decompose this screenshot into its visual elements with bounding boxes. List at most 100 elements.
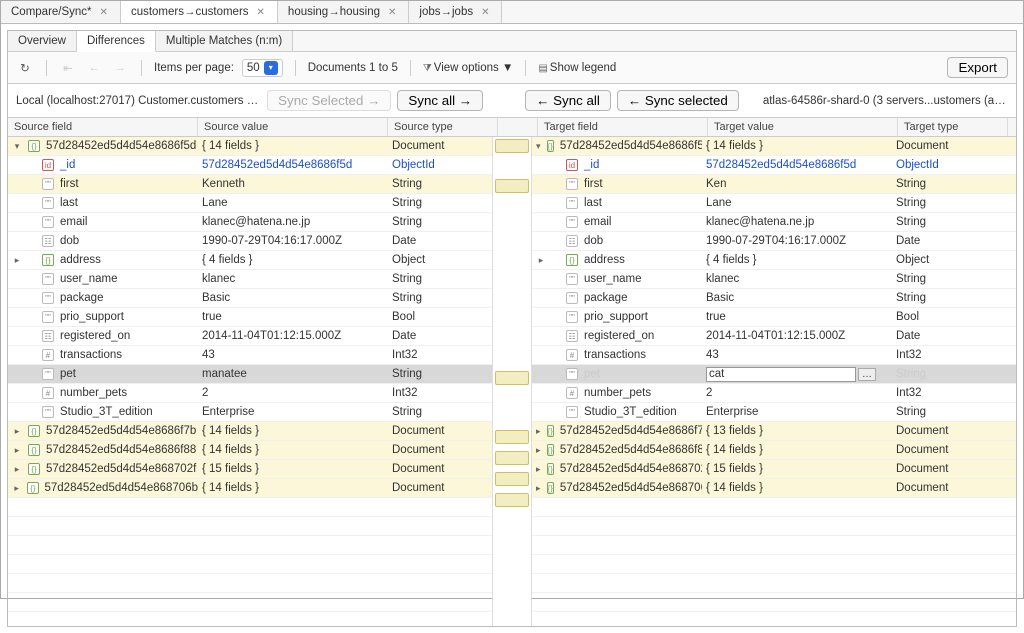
header-target-type[interactable]: Target type — [898, 118, 1008, 136]
table-row[interactable]: ""Studio_3T_editionEnterpriseString — [8, 403, 492, 422]
header-source-field[interactable]: Source field — [8, 118, 198, 136]
close-icon[interactable]: ✕ — [98, 7, 110, 18]
gutter-row — [493, 179, 531, 198]
table-row[interactable]: ☷registered_on2014-11-04T01:12:15.000ZDa… — [532, 327, 1016, 346]
table-row[interactable]: ""petmanateeString — [8, 365, 492, 384]
expand-icon[interactable]: ▾ — [536, 141, 541, 152]
source-pane[interactable]: ▾{}57d28452ed5d4d54e8686f5d{ 14 fields }… — [8, 137, 492, 626]
table-row[interactable]: ""firstKenString — [532, 175, 1016, 194]
table-row[interactable]: ▸{}57d28452ed5d4d54e868706b{ 14 fields }… — [8, 479, 492, 498]
table-row[interactable]: ☷dob1990-07-29T04:16:17.000ZDate — [8, 232, 492, 251]
header-target-field[interactable]: Target field — [538, 118, 708, 136]
table-row[interactable]: ""prio_supporttrueBool — [8, 308, 492, 327]
view-options-button[interactable]: ⧩View options ▼ — [423, 62, 514, 74]
table-row[interactable]: ☷registered_on2014-11-04T01:12:15.000ZDa… — [8, 327, 492, 346]
next-page-icon[interactable]: → — [111, 62, 129, 74]
inner-tab[interactable]: Overview — [8, 31, 77, 51]
gutter-row — [493, 588, 531, 607]
sync-all-right-button[interactable]: Sync all → — [397, 90, 483, 111]
expand-icon[interactable]: ▸ — [12, 464, 22, 475]
expand-icon[interactable]: ▸ — [536, 483, 541, 494]
diff-marker[interactable] — [495, 139, 529, 153]
inner-tab[interactable]: Differences — [77, 31, 156, 52]
expand-icon[interactable]: ▸ — [12, 255, 22, 266]
expand-icon[interactable]: ▾ — [12, 141, 22, 152]
table-row[interactable]: ▸{}57d28452ed5d4d54e868706b{ 14 fields }… — [532, 479, 1016, 498]
show-legend-button[interactable]: ▤Show legend — [538, 62, 616, 74]
table-row[interactable]: #transactions43Int32 — [8, 346, 492, 365]
expand-icon[interactable]: ▸ — [12, 445, 22, 456]
table-row[interactable]: ""prio_supporttrueBool — [532, 308, 1016, 327]
table-row[interactable]: ▾{}57d28452ed5d4d54e8686f5d{ 14 fields }… — [532, 137, 1016, 156]
table-row[interactable]: #transactions43Int32 — [532, 346, 1016, 365]
table-row[interactable]: ""packageBasicString — [8, 289, 492, 308]
sync-selected-left-button[interactable]: ← Sync selected — [617, 90, 739, 111]
header-source-type[interactable]: Source type — [388, 118, 498, 136]
diff-marker[interactable] — [495, 430, 529, 444]
diff-marker[interactable] — [495, 451, 529, 465]
diff-marker[interactable] — [495, 493, 529, 507]
table-row[interactable]: ▾{}57d28452ed5d4d54e8686f5d{ 14 fields }… — [8, 137, 492, 156]
header-target-value[interactable]: Target value — [708, 118, 898, 136]
field-name: Studio_3T_edition — [584, 406, 677, 418]
expand-icon[interactable]: ▸ — [536, 445, 541, 456]
expand-icon[interactable]: ▸ — [536, 464, 541, 475]
close-icon[interactable]: ✕ — [255, 7, 267, 18]
expand-icon[interactable]: ▸ — [12, 483, 21, 494]
items-per-page-select[interactable]: 50 ▾ — [242, 59, 283, 77]
empty-row — [8, 517, 492, 536]
table-row[interactable]: #number_pets2Int32 — [532, 384, 1016, 403]
table-row[interactable]: ""user_nameklanecString — [532, 270, 1016, 289]
field-value: Ken — [702, 178, 892, 190]
main-tab[interactable]: customers→customers✕ — [121, 1, 278, 23]
obj-type-icon: {} — [28, 444, 40, 456]
table-row[interactable]: ""Studio_3T_editionEnterpriseString — [532, 403, 1016, 422]
table-row[interactable]: ""emailklanec@hatena.ne.jpString — [8, 213, 492, 232]
expand-icon[interactable]: ▸ — [536, 426, 541, 437]
export-button[interactable]: Export — [947, 57, 1008, 78]
sync-selected-right-button[interactable]: Sync Selected → — [267, 90, 391, 111]
table-row[interactable]: ▸{}57d28452ed5d4d54e8686f7b{ 13 fields }… — [532, 422, 1016, 441]
main-tab[interactable]: Compare/Sync*✕ — [1, 1, 121, 23]
target-pane[interactable]: ▾{}57d28452ed5d4d54e8686f5d{ 14 fields }… — [532, 137, 1016, 626]
field-name: 57d28452ed5d4d54e8686f7b — [46, 425, 196, 437]
table-row[interactable]: ""emailklanec@hatena.ne.jpString — [532, 213, 1016, 232]
table-row[interactable]: ""petcat…String — [532, 365, 1016, 384]
value-edit-input[interactable]: cat — [706, 367, 856, 382]
close-icon[interactable]: ✕ — [386, 7, 398, 18]
prev-page-icon[interactable]: ← — [85, 62, 103, 74]
table-row[interactable]: ▸{}57d28452ed5d4d54e8686f88{ 14 fields }… — [8, 441, 492, 460]
table-row[interactable]: #number_pets2Int32 — [8, 384, 492, 403]
docs-range: Documents 1 to 5 — [308, 62, 398, 74]
table-row[interactable]: ""lastLaneString — [8, 194, 492, 213]
table-row[interactable]: ▸{}address{ 4 fields }Object — [8, 251, 492, 270]
table-row[interactable]: ""lastLaneString — [532, 194, 1016, 213]
table-row[interactable]: ""packageBasicString — [532, 289, 1016, 308]
close-icon[interactable]: ✕ — [479, 7, 491, 18]
expand-icon[interactable]: ▸ — [536, 255, 546, 266]
table-row[interactable]: ▸{}address{ 4 fields }Object — [532, 251, 1016, 270]
table-row[interactable]: ▸{}57d28452ed5d4d54e8686f7b{ 14 fields }… — [8, 422, 492, 441]
refresh-icon[interactable]: ↻ — [16, 61, 34, 75]
table-row[interactable]: ▸{}57d28452ed5d4d54e868702f{ 15 fields }… — [532, 460, 1016, 479]
expand-icon[interactable]: ▸ — [12, 426, 22, 437]
main-tab[interactable]: jobs→jobs✕ — [409, 1, 502, 23]
table-row[interactable]: ▸{}57d28452ed5d4d54e868702f{ 15 fields }… — [8, 460, 492, 479]
table-row[interactable]: ▸{}57d28452ed5d4d54e8686f88{ 14 fields }… — [532, 441, 1016, 460]
main-tab[interactable]: housing→housing✕ — [278, 1, 409, 23]
table-row[interactable]: ☷dob1990-07-29T04:16:17.000ZDate — [532, 232, 1016, 251]
items-per-page-label: Items per page: — [154, 62, 234, 74]
table-row[interactable]: ""user_nameklanecString — [8, 270, 492, 289]
str-type-icon: "" — [42, 311, 54, 323]
first-page-icon[interactable]: ⇤ — [59, 61, 77, 75]
table-row[interactable]: id_id57d28452ed5d4d54e8686f5dObjectId — [8, 156, 492, 175]
sync-all-left-button[interactable]: ← Sync all — [525, 90, 611, 111]
table-row[interactable]: ""firstKennethString — [8, 175, 492, 194]
header-source-value[interactable]: Source value — [198, 118, 388, 136]
inner-tab[interactable]: Multiple Matches (n:m) — [156, 31, 293, 51]
table-row[interactable]: id_id57d28452ed5d4d54e8686f5dObjectId — [532, 156, 1016, 175]
diff-marker[interactable] — [495, 371, 529, 385]
diff-marker[interactable] — [495, 179, 529, 193]
more-icon[interactable]: … — [858, 368, 876, 381]
diff-marker[interactable] — [495, 472, 529, 486]
